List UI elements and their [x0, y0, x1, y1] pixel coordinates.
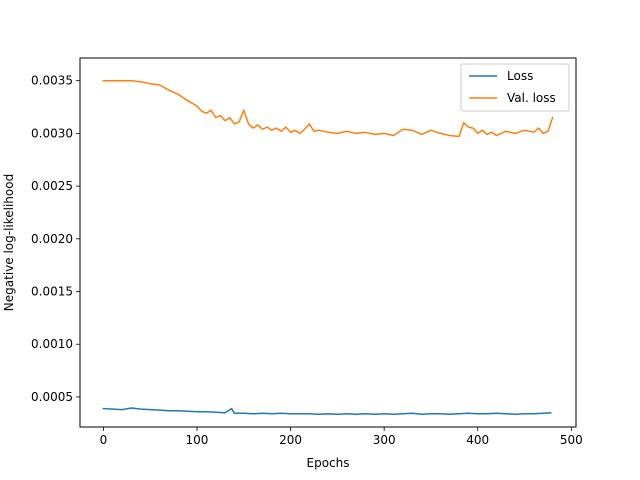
- y-tick-label: 0.0005: [31, 390, 73, 404]
- y-axis-title: Negative log-likelihood: [2, 174, 16, 311]
- x-tick-label: 300: [373, 433, 396, 447]
- y-axis: 0.0005 0.0010 0.0015 0.0020 0.0025 0.0030 0.00…: [31, 74, 80, 404]
- y-tick-label: 0.0015: [31, 285, 73, 299]
- y-tick-label: 0.0030: [31, 126, 73, 140]
- legend-label-1: Val. loss: [507, 91, 556, 105]
- series-line-1: [102, 79, 554, 138]
- x-axis-title: Epochs: [307, 456, 350, 470]
- x-tick-label: 100: [186, 433, 209, 447]
- x-tick-label: 0: [100, 433, 108, 447]
- y-tick-label: 0.0035: [31, 74, 73, 88]
- x-tick-label: 200: [279, 433, 302, 447]
- y-tick-label: 0.0020: [31, 232, 73, 246]
- y-tick-label: 0.0010: [31, 337, 73, 351]
- series-line-0: [102, 407, 552, 416]
- legend: Loss Val. loss: [460, 63, 570, 112]
- x-tick-label: 400: [466, 433, 489, 447]
- x-tick-label: 500: [560, 433, 583, 447]
- x-axis: 0 100 200 300 400 500: [100, 427, 583, 447]
- y-tick-label: 0.0025: [31, 179, 73, 193]
- plot-frame: [79, 57, 577, 428]
- series-layer: [102, 79, 554, 416]
- legend-label-0: Loss: [507, 69, 533, 83]
